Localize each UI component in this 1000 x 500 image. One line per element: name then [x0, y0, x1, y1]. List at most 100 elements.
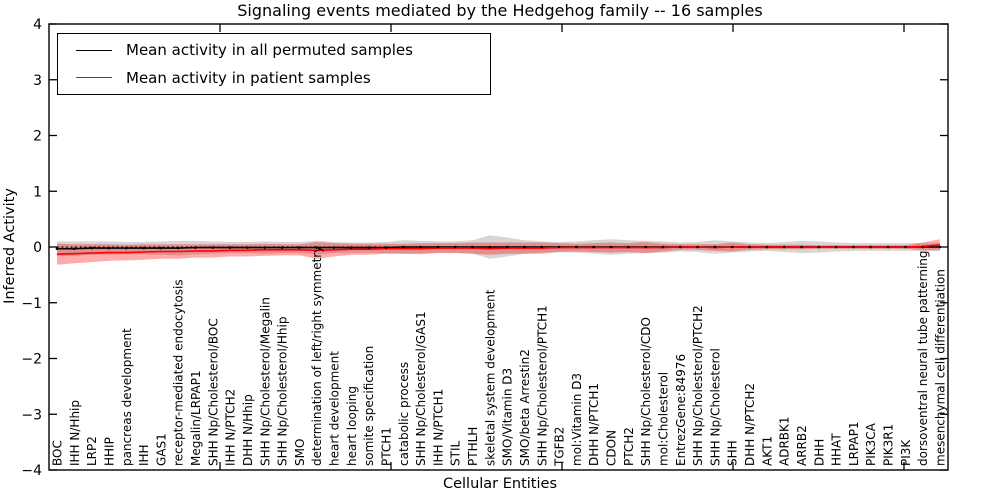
marker-dot — [419, 245, 422, 249]
marker-dot — [194, 246, 197, 249]
y-tick-label: −2 — [21, 352, 42, 368]
y-tick-label: 4 — [33, 17, 42, 33]
x-tick-label: SMO/Vitamin D3 — [501, 368, 515, 466]
x-tick-label: HHIP — [102, 437, 116, 466]
marker-dot — [384, 246, 388, 249]
marker-dot — [402, 245, 405, 249]
marker-dot — [350, 246, 353, 249]
x-tick-label: heart development — [328, 351, 342, 466]
x-tick-label: STIL — [449, 441, 463, 466]
x-tick-label: EntrezGene:84976 — [674, 354, 688, 466]
x-tick-label: PTCH1 — [380, 427, 394, 466]
marker-dot — [644, 245, 647, 249]
y-tick-label: −4 — [21, 463, 42, 479]
marker-dot — [609, 245, 613, 249]
permuted-line-sample-icon — [76, 49, 112, 51]
marker-dot — [834, 245, 838, 249]
marker-dot — [523, 245, 526, 249]
marker-dot — [142, 246, 145, 250]
patient-line-sample-icon — [76, 77, 112, 79]
marker-dot — [852, 245, 855, 249]
x-tick-label: heart looping — [345, 386, 359, 466]
marker-dot — [107, 246, 111, 250]
x-tick-label: LRP2 — [85, 436, 99, 466]
marker-dot — [263, 246, 267, 249]
x-tick-label: mesenchymal cell differentiation — [934, 269, 948, 466]
marker-dot — [280, 246, 284, 249]
legend-item-permuted: Mean activity in all permuted samples — [64, 37, 484, 63]
marker-dot — [782, 245, 786, 249]
marker-dot — [505, 245, 509, 249]
marker-dot — [557, 245, 561, 249]
marker-dot — [748, 245, 751, 249]
x-tick-label: SHH Np/Cholesterol/PTCH2 — [691, 305, 705, 466]
marker-dot — [886, 245, 890, 249]
marker-dot — [730, 245, 734, 249]
x-tick-label: IHH N/PTCH1 — [431, 389, 445, 466]
x-tick-label: AKT1 — [760, 436, 774, 466]
x-tick-label: CDON — [605, 430, 619, 466]
x-tick-label: ADRBK1 — [778, 416, 792, 466]
marker-dot — [315, 246, 319, 249]
x-tick-label: SHH Np/Cholesterol/Hhip — [276, 317, 290, 466]
marker-dot — [55, 247, 59, 250]
marker-dot — [765, 245, 769, 249]
x-tick-label: SMO — [293, 439, 307, 466]
y-tick-label: −3 — [21, 407, 42, 423]
marker-dot — [471, 245, 474, 249]
x-tick-label: BOC — [51, 440, 65, 466]
legend-item-patient: Mean activity in patient samples — [64, 65, 484, 91]
x-tick-label: GAS1 — [154, 433, 168, 466]
x-axis-title: Cellular Entities — [442, 476, 558, 492]
x-tick-label: Megalin/LRPAP1 — [189, 370, 203, 466]
marker-dot — [436, 245, 440, 249]
marker-dot — [904, 245, 907, 249]
marker-dot — [488, 245, 492, 249]
y-tick-label: 2 — [33, 129, 42, 145]
legend: Mean activity in all permuted samples Me… — [57, 33, 491, 95]
x-tick-label: SHH Np/Cholesterol/PTCH1 — [535, 305, 549, 466]
marker-dot — [159, 246, 163, 250]
marker-dot — [211, 246, 215, 249]
marker-dot — [176, 246, 180, 250]
x-tick-label: determination of left/right symmetry — [310, 246, 324, 466]
marker-dot — [869, 245, 872, 249]
marker-dot — [575, 245, 578, 249]
x-tick-label: HHAT — [830, 433, 844, 466]
marker-dot — [661, 245, 665, 249]
x-tick-label: dorsoventral neural tube patterning — [916, 250, 930, 466]
x-tick-label: SHH Np/Cholesterol/BOC — [206, 318, 220, 466]
x-tick-label: DHH — [812, 439, 826, 466]
marker-dot — [817, 245, 821, 249]
x-tick-label: somite specification — [362, 346, 376, 466]
x-tick-label: IHH N/Hhip — [68, 400, 82, 466]
marker-dot — [246, 246, 249, 249]
x-tick-label: IHH — [137, 444, 151, 466]
y-tick-label: −1 — [21, 296, 42, 312]
marker-dot — [921, 245, 924, 249]
x-tick-label: DHH N/Hhip — [241, 394, 255, 466]
x-tick-label: SHH — [726, 440, 740, 466]
x-tick-label: IHH N/PTCH2 — [224, 389, 238, 466]
marker-dot — [125, 246, 128, 250]
x-tick-label: SHH Np/Cholesterol/CDO — [639, 317, 653, 466]
x-tick-label: pancreas development — [120, 328, 134, 466]
marker-dot — [367, 246, 370, 249]
x-tick-label: PTHLH — [466, 427, 480, 466]
legend-label-permuted: Mean activity in all permuted samples — [126, 41, 413, 60]
y-tick-label: 0 — [33, 240, 42, 256]
marker-dot — [592, 245, 595, 249]
marker-dot — [228, 246, 232, 249]
x-tick-label: mol:Vitamin D3 — [570, 373, 584, 466]
marker-dot — [332, 246, 336, 249]
marker-dot — [540, 245, 544, 249]
y-tick-label: 1 — [33, 184, 42, 200]
x-tick-label: TGFB2 — [553, 427, 567, 467]
marker-dot — [453, 245, 457, 249]
mean-line-patient — [56, 244, 941, 255]
x-tick-label: SHH Np/Cholesterol — [708, 348, 722, 466]
marker-dot — [713, 245, 717, 249]
marker-dot — [800, 245, 803, 249]
